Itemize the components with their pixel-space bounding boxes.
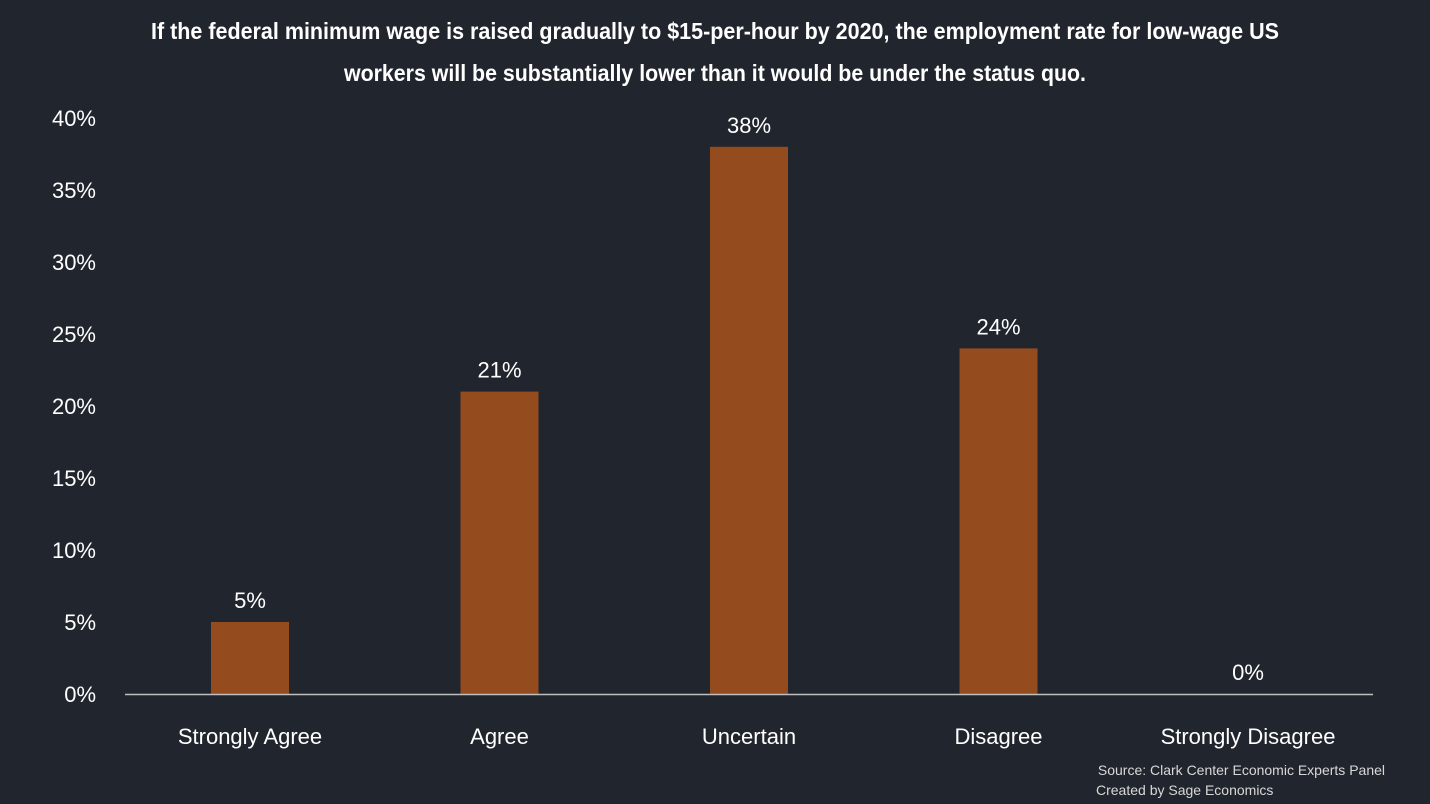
value-label: 21% <box>477 358 521 383</box>
value-label: 5% <box>234 588 266 613</box>
bars <box>211 146 1038 695</box>
y-tick-label: 10% <box>52 538 96 563</box>
y-axis-tick-labels: 0% 5% 10% 15% 20% 25% 30% 35% 40% <box>52 106 96 707</box>
category-label: Disagree <box>954 724 1042 749</box>
y-tick-label: 20% <box>52 394 96 419</box>
category-labels: Strongly Agree Agree Uncertain Disagree Stro… <box>178 724 1336 749</box>
bar <box>460 391 539 694</box>
bar <box>211 622 289 694</box>
chart-footer: Source: Clark Center Economic Experts Pa… <box>1096 762 1385 798</box>
chart-title: If the federal minimum wage is raised gr… <box>151 18 1279 86</box>
category-label: Strongly Agree <box>178 724 322 749</box>
value-label: 24% <box>976 314 1020 339</box>
y-tick-label: 35% <box>52 178 96 203</box>
y-tick-label: 30% <box>52 250 96 275</box>
category-label: Uncertain <box>702 724 796 749</box>
credit-note: Created by Sage Economics <box>1096 782 1273 798</box>
value-labels: 5% 21% 38% 24% 0% <box>234 113 1264 685</box>
y-tick-label: 25% <box>52 322 96 347</box>
chart-title-line-1: If the federal minimum wage is raised gr… <box>151 18 1279 44</box>
category-label: Strongly Disagree <box>1161 724 1336 749</box>
bar <box>959 348 1038 694</box>
y-tick-label: 5% <box>64 610 96 635</box>
y-tick-label: 0% <box>64 682 96 707</box>
category-label: Agree <box>470 724 529 749</box>
value-label: 0% <box>1232 660 1264 685</box>
bar <box>710 146 788 695</box>
y-tick-label: 40% <box>52 106 96 131</box>
y-tick-label: 15% <box>52 466 96 491</box>
source-note: Source: Clark Center Economic Experts Pa… <box>1098 762 1385 778</box>
value-label: 38% <box>727 113 771 138</box>
chart-title-line-2: workers will be substantially lower than… <box>343 60 1086 86</box>
